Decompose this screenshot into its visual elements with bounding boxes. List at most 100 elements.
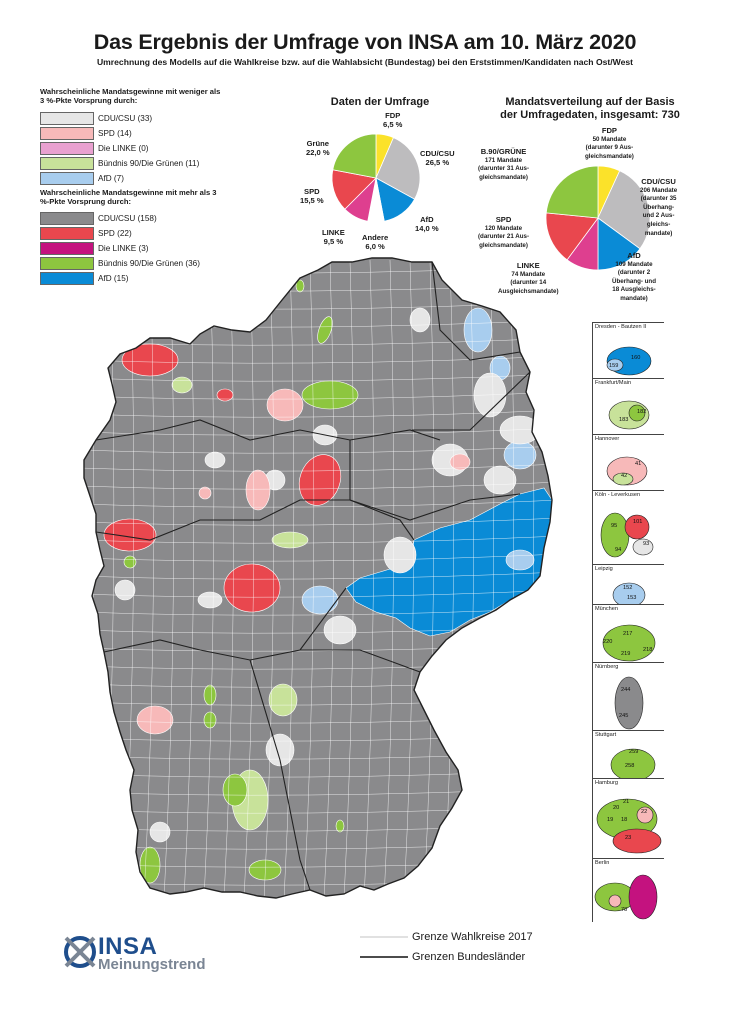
gruene-light-region-4 bbox=[171, 376, 193, 394]
legend-low-spd: SPD (14) bbox=[40, 126, 230, 141]
legend-low-afd-label: AfD (7) bbox=[98, 174, 124, 183]
afd-light-region-5 bbox=[505, 549, 535, 571]
spd-region-hannover bbox=[298, 454, 342, 506]
inset-district-label: 19 bbox=[607, 817, 614, 823]
inset-region bbox=[610, 748, 656, 779]
poll-label-name: Andere bbox=[362, 233, 389, 242]
seat-label-line: 120 Mandate bbox=[484, 224, 523, 232]
inset-district-label: 93 bbox=[643, 541, 650, 547]
gruene-region-7 bbox=[139, 846, 161, 884]
seat-label-line: mandate) bbox=[620, 294, 648, 302]
seat-label-cdu-csu: CDU/CSU 206 Mandate (darunter 35 Überhang-u… bbox=[640, 177, 678, 238]
legend-high-gruene-label: Bündnis 90/Die Grünen (36) bbox=[98, 259, 200, 268]
poll-pie-title: Daten der Umfrage bbox=[330, 96, 430, 108]
inset-title: Leipzig bbox=[595, 566, 613, 572]
seat-label-line: gleichs- bbox=[646, 220, 671, 228]
seat-label-line: gleichsmandate) bbox=[479, 173, 528, 181]
seat-label-line: gleichsmandate) bbox=[585, 152, 634, 160]
seat-label-line: (darunter 21 Aus- bbox=[478, 233, 529, 241]
seat-label-line: 50 Mandate bbox=[592, 135, 627, 143]
seat-label-name: CDU/CSU bbox=[641, 177, 676, 186]
legend-low-gruene-label: Bündnis 90/Die Grünen (11) bbox=[98, 159, 200, 168]
legend-high-cdu-label: CDU/CSU (158) bbox=[98, 214, 157, 223]
poll-label-value: 9,5 % bbox=[323, 236, 344, 246]
spd-light-region-5 bbox=[198, 486, 212, 500]
inset-district-label: 101 bbox=[633, 519, 643, 525]
inset-district-label: 21 bbox=[623, 799, 630, 805]
inset-district-label: 218 bbox=[643, 647, 653, 653]
poll-pie-slice-gr-ne bbox=[332, 133, 377, 179]
seat-label-line: 18 Ausgleichs- bbox=[612, 286, 656, 294]
legend-high-spd-label: SPD (22) bbox=[98, 229, 132, 238]
inset-district-label: 220 bbox=[603, 639, 613, 645]
legend-low-afd: AfD (7) bbox=[40, 171, 230, 186]
seat-pie-title-line1: Mandatsverteilung auf der Basis bbox=[505, 96, 675, 108]
legend-high-afd-swatch bbox=[40, 272, 94, 285]
legend-low-cdu-label: CDU/CSU (33) bbox=[98, 114, 153, 123]
poll-label-value: 15,5 % bbox=[300, 195, 324, 205]
gruene-region-10 bbox=[295, 279, 305, 293]
gruene-light-region-1 bbox=[271, 531, 309, 549]
seat-label-line: 171 Mandate bbox=[484, 156, 523, 164]
legend-high-gruene-swatch bbox=[40, 257, 94, 270]
poll-pie-chart bbox=[331, 133, 421, 223]
inset-title: Dresden - Bautzen II bbox=[595, 324, 647, 330]
legend-high-linke: Die LINKE (3) bbox=[40, 241, 230, 256]
legend-high-afd: AfD (15) bbox=[40, 271, 230, 286]
state-border-2 bbox=[349, 440, 415, 541]
cdu-light-region-6 bbox=[323, 615, 357, 645]
state-border-4 bbox=[249, 659, 311, 891]
gruene-region-5 bbox=[222, 773, 248, 807]
seat-pie-slice-spd bbox=[545, 212, 599, 261]
inset-region bbox=[636, 806, 654, 824]
inset-district-label: 152 bbox=[623, 585, 633, 591]
seat-label-line: gleichsmandate) bbox=[479, 241, 528, 249]
legend-high-spd: SPD (22) bbox=[40, 226, 230, 241]
legend-low-linke: Die LINKE (0) bbox=[40, 141, 230, 156]
inset-region bbox=[614, 676, 644, 730]
poll-label-value: 26,5 % bbox=[425, 157, 450, 167]
inset-district-label: 159 bbox=[609, 363, 619, 369]
page-title: Das Ergebnis der Umfrage von INSA am 10.… bbox=[93, 30, 637, 54]
inset-map-k-ln-leverkusen: Köln - Leverkusen 95 101 94 93 bbox=[592, 490, 665, 565]
spd-region-eastfrisia bbox=[121, 343, 179, 377]
spd-region-kassel bbox=[223, 563, 281, 613]
state-border-8 bbox=[349, 493, 521, 521]
seat-label-line: mandate) bbox=[644, 229, 673, 237]
seat-label-name: FDP bbox=[601, 126, 617, 135]
seat-pie-title: Mandatsverteilung auf der Basis der Umfr… bbox=[480, 96, 700, 122]
legend-low-spd-label: SPD (14) bbox=[98, 129, 132, 138]
legend-high-linke-label: Die LINKE (3) bbox=[98, 244, 149, 253]
poll-label-fdp: FDP 6,5 % bbox=[383, 111, 402, 129]
inset-district-label: 183 bbox=[619, 417, 629, 423]
legend-high-cdu-swatch bbox=[40, 212, 94, 225]
seat-label-line: Ausgleichsmandate) bbox=[498, 287, 559, 295]
poll-label-spd: SPD 15,5 % bbox=[300, 187, 324, 205]
inset-map-stuttgart: Stuttgart 259 258 bbox=[592, 730, 665, 779]
legend-high-afd-label: AfD (15) bbox=[98, 274, 129, 283]
insa-logo-icon bbox=[64, 936, 96, 968]
seat-label-line: (darunter 2 bbox=[617, 269, 651, 277]
seat-label-name: LINKE bbox=[516, 261, 540, 270]
inset-title: München bbox=[595, 606, 619, 612]
inset-district-label: 41 bbox=[635, 461, 642, 467]
poll-label-name: SPD bbox=[304, 187, 320, 196]
seat-label-line: 206 Mandate bbox=[640, 186, 678, 194]
inset-map-m-nchen: München 217 220 218 219 bbox=[592, 604, 665, 663]
inset-district-label: 245 bbox=[619, 713, 629, 719]
inset-title: Stuttgart bbox=[595, 732, 617, 738]
gruene-light-region-2 bbox=[268, 683, 298, 717]
state-border-0 bbox=[95, 419, 441, 441]
inset-region bbox=[608, 894, 622, 908]
cdu-light-region-5 bbox=[383, 536, 417, 574]
inset-district-label: 258 bbox=[625, 763, 635, 769]
seat-label-afd: AfD 109 Mandate (darunter 2 Überhang- und 18… bbox=[612, 251, 656, 304]
afd-region-saxony bbox=[345, 487, 552, 637]
spd-light-region-1 bbox=[266, 388, 304, 422]
inset-map-hannover: Hannover 41 42 bbox=[592, 434, 665, 491]
inset-region bbox=[612, 828, 662, 854]
legend-low-cdu: CDU/CSU (33) bbox=[40, 111, 230, 126]
seat-label-line: 74 Mandate bbox=[511, 270, 546, 278]
gruene-region-2 bbox=[317, 316, 333, 344]
poll-label-value: 14,0 % bbox=[415, 223, 439, 233]
